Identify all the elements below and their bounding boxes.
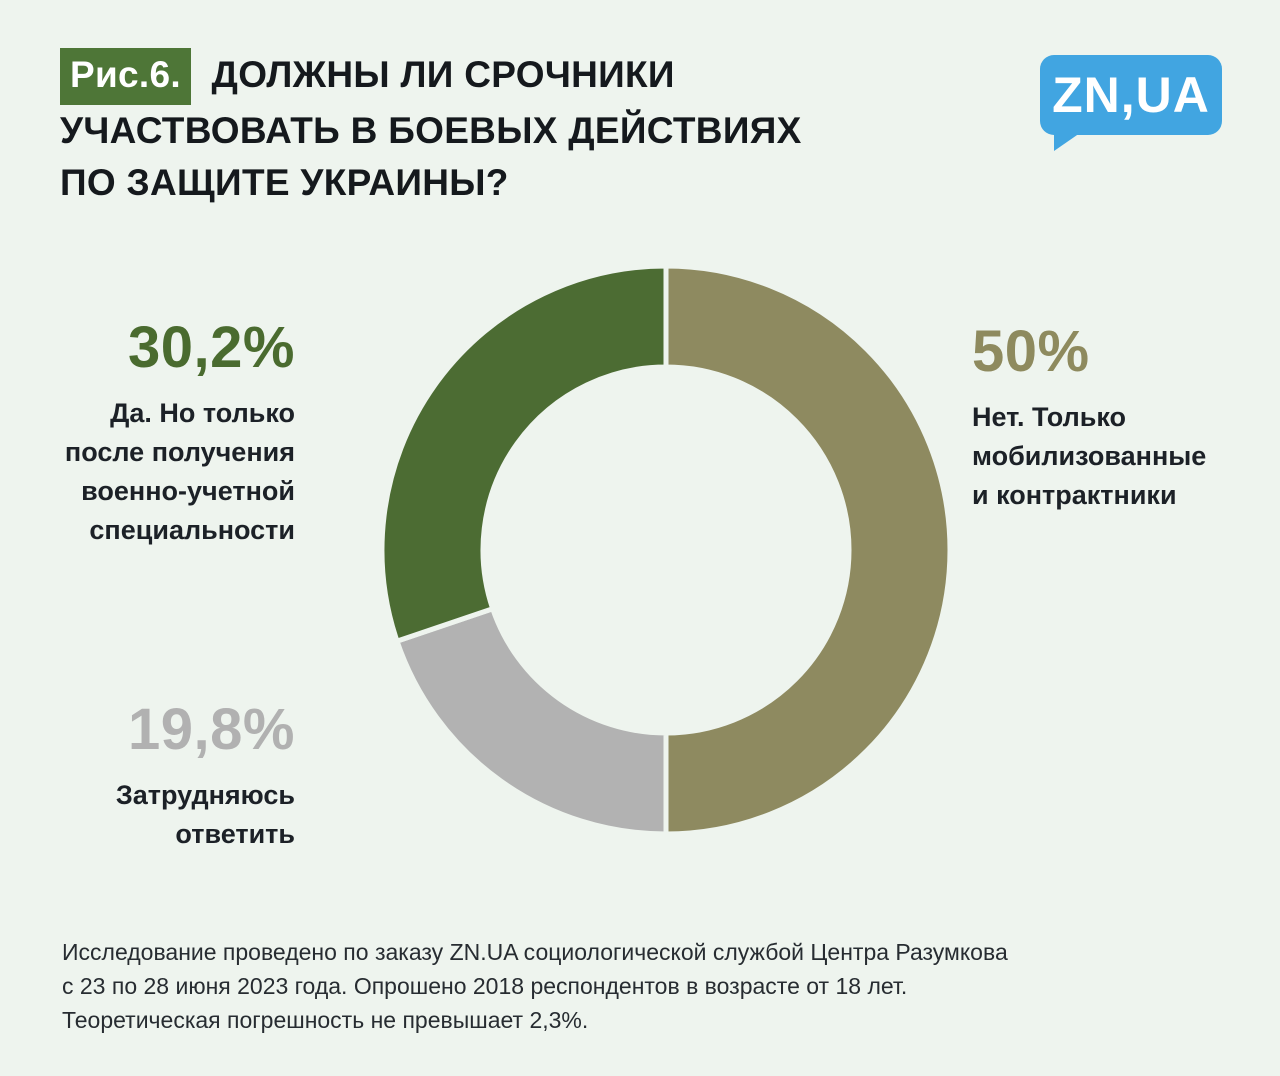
callout-line: ответить [175,819,295,849]
title-line-1: Рис.6. ДОЛЖНЫ ЛИ СРОЧНИКИ [60,48,802,105]
callout-line: мобилизованные [972,441,1207,471]
pie-slice-1 [394,606,669,837]
callout-gray-slice: 19,8% Затрудняюсь ответить [40,700,295,854]
callout-green-slice: 30,2% Да. Но только после получения воен… [30,318,295,550]
znua-logo-text: ZN,UA [1052,67,1210,123]
percent-value-olive: 50% [972,319,1090,384]
methodology-note: Исследование проведено по заказу ZN.UA с… [62,935,1008,1037]
pie-slice-2 [379,263,669,644]
callout-line: Затрудняюсь [115,780,295,810]
percent-value-green: 30,2% [128,315,295,380]
callout-line: Да. Но только [110,398,295,428]
title-line-3: ПО ЗАЩИТЕ УКРАИНЫ? [60,162,509,203]
figure-badge: Рис.6. [60,48,191,105]
callout-line: и контрактники [972,480,1177,510]
donut-chart-area [378,262,954,838]
speech-bubble-tail-icon [1054,133,1080,151]
title-text-1: ДОЛЖНЫ ЛИ СРОЧНИКИ [211,54,675,95]
znua-logo: ZN,UA [1040,55,1222,151]
pie-slice-0 [663,263,953,837]
percent-value-gray: 19,8% [128,697,295,762]
donut-chart [379,263,953,837]
callout-line: Нет. Только [972,402,1127,432]
methodology-line: Теоретическая погрешность не превышает 2… [62,1007,589,1033]
methodology-line: с 23 по 28 июня 2023 года. Опрошено 2018… [62,973,908,999]
callout-line: специальности [89,515,295,545]
methodology-line: Исследование проведено по заказу ZN.UA с… [62,939,1008,965]
callout-olive-slice: 50% Нет. Только мобилизованные и контрак… [972,322,1262,515]
title-line-2: УЧАСТВОВАТЬ В БОЕВЫХ ДЕЙСТВИЯХ [60,110,802,151]
callout-line: военно-учетной [81,476,295,506]
callout-line: после получения [64,437,295,467]
title-block: Рис.6. ДОЛЖНЫ ЛИ СРОЧНИКИ УЧАСТВОВАТЬ В … [60,48,802,209]
